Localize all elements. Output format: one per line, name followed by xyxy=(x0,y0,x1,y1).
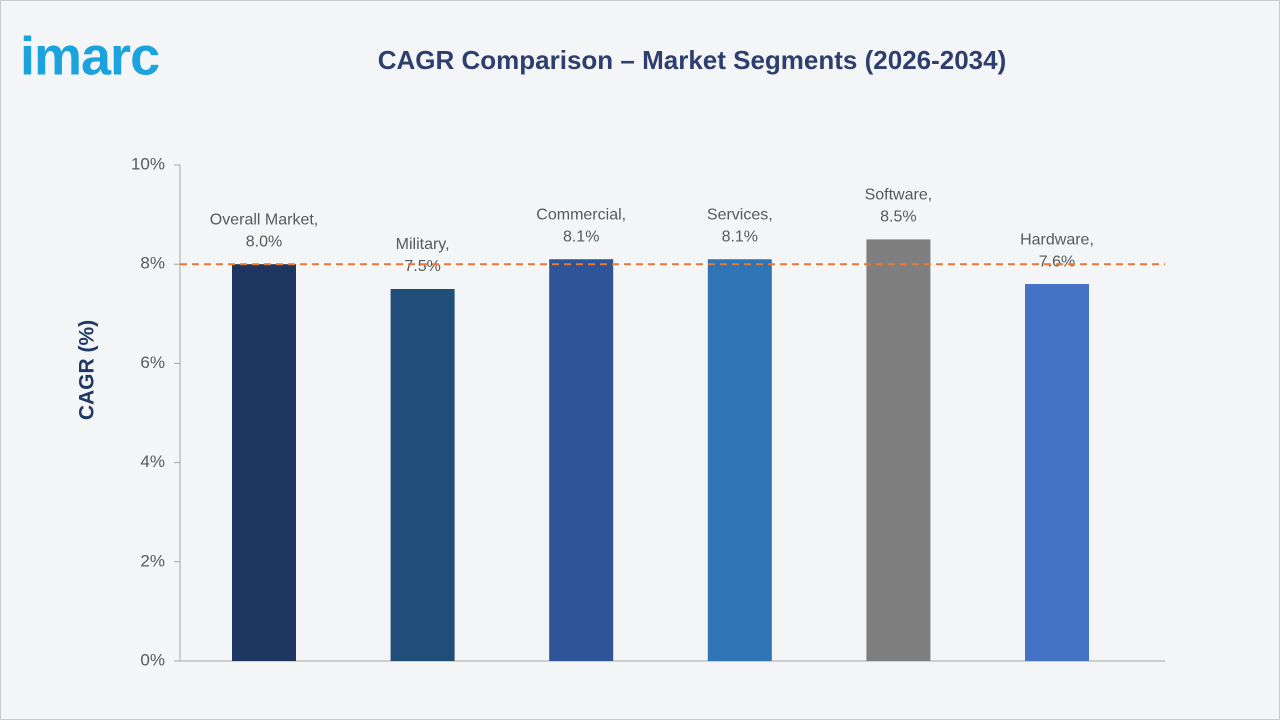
data-label: 7.5% xyxy=(404,258,440,275)
data-label-category: Hardware, xyxy=(1020,231,1094,248)
y-tick-label: 0% xyxy=(140,650,165,669)
bar xyxy=(549,259,614,661)
chart-title: CAGR Comparison – Market Segments (2026-… xyxy=(378,45,1007,75)
y-tick-label: 8% xyxy=(140,254,165,273)
data-label-category: Overall Market, xyxy=(210,211,318,228)
data-label-category: Commercial, xyxy=(536,206,626,223)
bar xyxy=(390,289,455,661)
data-label-category: Software, xyxy=(865,187,933,204)
bar xyxy=(707,259,772,661)
data-label-category: Military, xyxy=(396,236,450,253)
y-tick-label: 4% xyxy=(140,452,165,471)
data-label: 8.5% xyxy=(880,209,916,226)
logo: imarc xyxy=(20,26,159,86)
data-label: 7.6% xyxy=(1039,253,1075,270)
y-tick-label: 10% xyxy=(131,154,165,173)
data-label: 8.1% xyxy=(722,228,758,245)
y-axis-title: CAGR (%) xyxy=(76,320,99,420)
y-tick-label: 2% xyxy=(140,551,165,570)
bar xyxy=(1025,284,1089,661)
data-label-category: Services, xyxy=(707,206,773,223)
bar xyxy=(232,264,296,661)
data-label: 8.1% xyxy=(563,228,599,245)
bar xyxy=(866,239,931,661)
data-label: 8.0% xyxy=(246,233,282,250)
y-tick-label: 6% xyxy=(140,353,165,372)
